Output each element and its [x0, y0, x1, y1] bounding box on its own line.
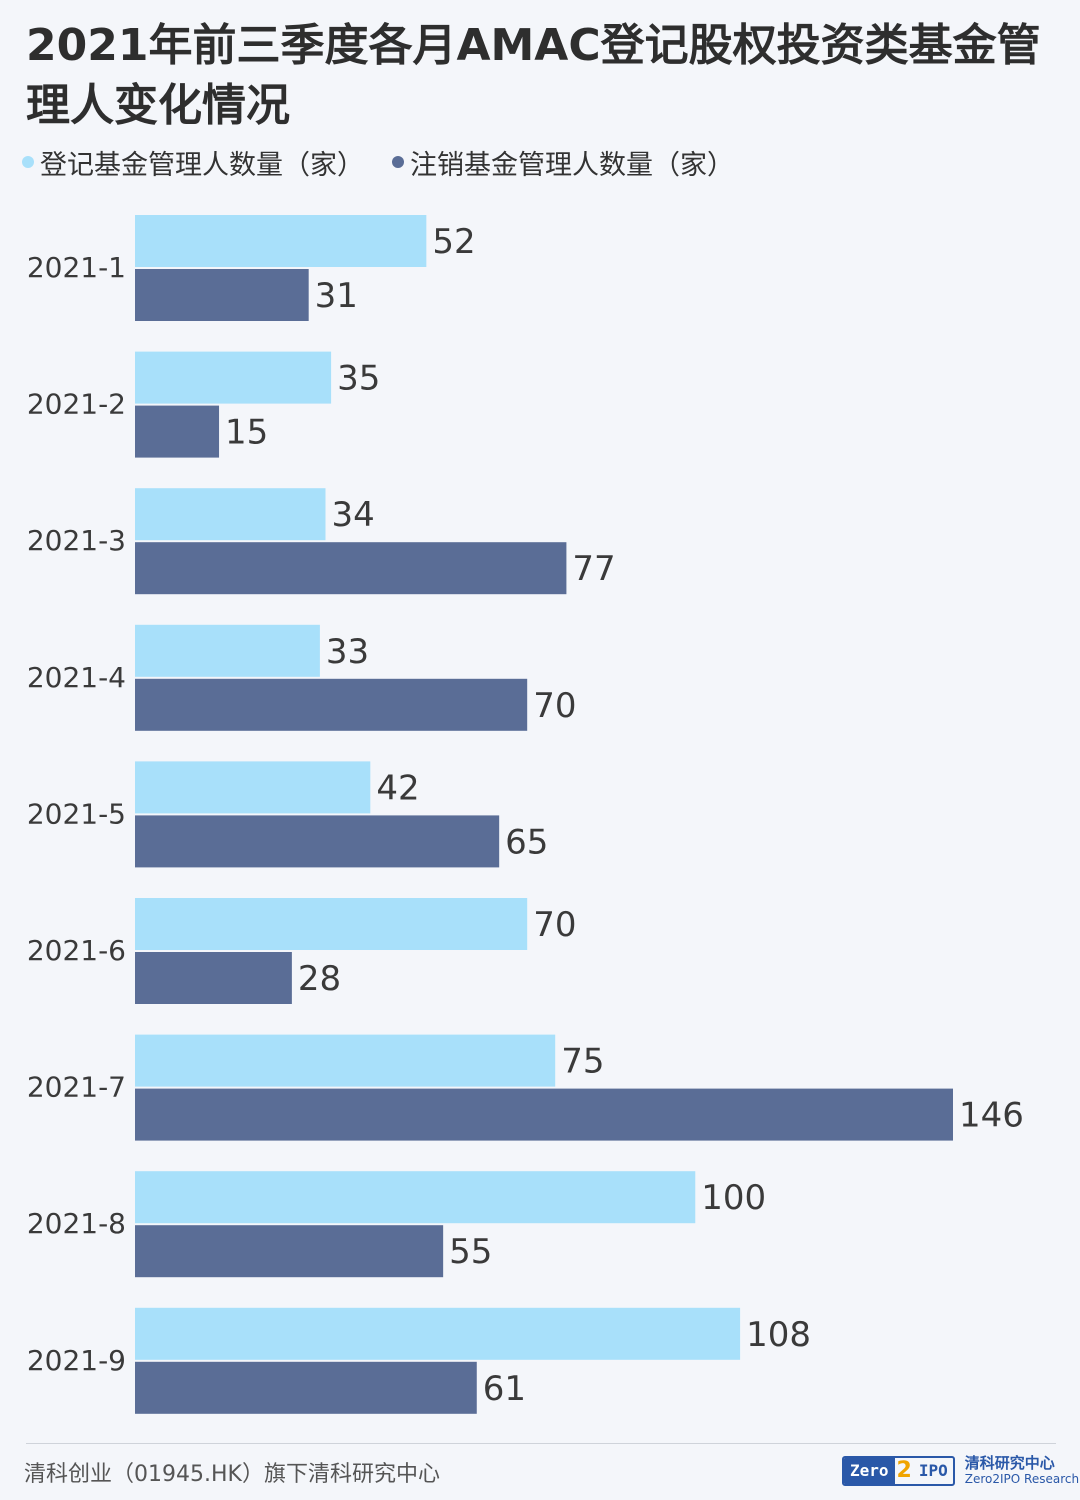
legend-dot-cancelled [392, 156, 404, 168]
logo-ipo: IPO [918, 1461, 948, 1480]
bar-registered [135, 488, 326, 541]
logo-zero: Zero [844, 1458, 895, 1484]
value-label-cancelled: 55 [449, 1232, 492, 1272]
value-label-cancelled: 77 [572, 549, 615, 589]
value-label-registered: 70 [533, 905, 576, 945]
bar-chart: 2021-1 52 31 2021-2 35 15 2021-3 34 77 2021-4 33 70… [27, 215, 1024, 1414]
bar-cancelled [135, 815, 500, 868]
legend: 登记基金管理人数量（家） 注销基金管理人数量（家） [22, 142, 762, 182]
bar-cancelled [135, 1225, 444, 1278]
category-label: 2021-3 [27, 524, 126, 557]
bar-registered [135, 761, 371, 814]
zero2ipo-logo: Zero 2 IPO 清科研究中心 Zero2IPO Research [842, 1455, 1079, 1487]
footer-source: 清科创业（01945.HK）旗下清科研究中心 [24, 1462, 440, 1487]
bar-cancelled [135, 952, 292, 1004]
category-label: 2021-5 [27, 797, 126, 830]
value-label-registered: 35 [337, 359, 380, 399]
bar-registered [135, 1034, 556, 1087]
footer-divider [26, 1443, 1056, 1444]
value-label-registered: 108 [746, 1315, 811, 1355]
logo-en: Zero2IPO Research [964, 1472, 1080, 1486]
chart-title: 2021年前三季度各月AMAC登记股权投资类基金管理人变化情况 [26, 20, 1041, 131]
bar-cancelled [135, 1088, 953, 1141]
category-label: 2021-4 [27, 661, 126, 694]
legend-label-registered: 登记基金管理人数量（家） [40, 149, 364, 181]
logo-text: 清科研究中心 Zero2IPO Research [965, 1455, 1079, 1487]
bar-registered [135, 1171, 696, 1224]
bar-registered [135, 351, 332, 404]
value-label-cancelled: 61 [483, 1369, 526, 1409]
bar-cancelled [135, 405, 220, 458]
logo-mark: Zero 2 IPO [842, 1456, 955, 1486]
value-label-cancelled: 31 [315, 276, 358, 316]
value-label-registered: 52 [432, 222, 475, 262]
logo-two: 2 [896, 1458, 912, 1483]
bar-registered [135, 624, 320, 677]
bar-registered [135, 898, 528, 950]
bar-cancelled [135, 678, 528, 731]
category-label: 2021-1 [27, 251, 126, 284]
category-label: 2021-6 [27, 934, 126, 967]
value-label-cancelled: 28 [298, 959, 341, 999]
value-label-registered: 33 [326, 632, 369, 672]
value-label-registered: 100 [701, 1178, 766, 1218]
legend-item-registered: 登记基金管理人数量（家） [22, 143, 364, 182]
value-label-cancelled: 146 [959, 1096, 1024, 1136]
category-label: 2021-2 [27, 388, 126, 421]
legend-dot-registered [22, 156, 34, 168]
legend-item-cancelled: 注销基金管理人数量（家） [392, 143, 734, 182]
category-label: 2021-9 [27, 1344, 126, 1377]
value-label-registered: 75 [561, 1042, 604, 1082]
legend-label-cancelled: 注销基金管理人数量（家） [410, 149, 734, 181]
value-label-registered: 42 [376, 768, 419, 808]
value-label-cancelled: 15 [225, 413, 268, 453]
bar-cancelled [135, 542, 567, 595]
bar-registered [135, 1307, 741, 1360]
value-label-registered: 34 [331, 495, 374, 535]
bar-registered [135, 215, 427, 267]
category-label: 2021-8 [27, 1207, 126, 1240]
bar-cancelled [135, 269, 309, 321]
value-label-cancelled: 70 [533, 686, 576, 726]
bar-cancelled [135, 1361, 477, 1414]
logo-cn: 清科研究中心 [964, 1454, 1055, 1472]
value-label-cancelled: 65 [505, 822, 548, 862]
category-label: 2021-7 [27, 1071, 126, 1104]
